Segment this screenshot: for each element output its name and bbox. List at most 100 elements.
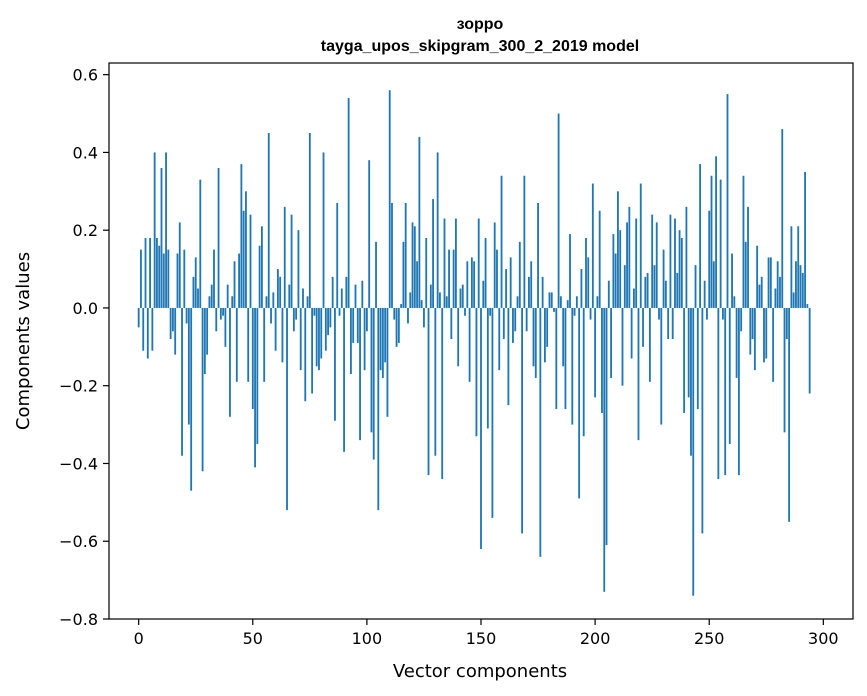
bar-162 [507, 307, 510, 406]
bar-182 [553, 307, 555, 312]
bar-44 [238, 253, 240, 308]
y-tick-label: 0.4 [73, 143, 98, 162]
bar-107 [381, 307, 384, 378]
bar-174 [534, 307, 537, 378]
bar-91 [345, 276, 348, 308]
bar-3 [144, 237, 147, 308]
bar-142 [461, 284, 464, 308]
bar-235 [674, 218, 676, 308]
bar-14 [169, 307, 172, 340]
bar-105 [377, 307, 380, 511]
bar-198 [589, 307, 592, 320]
bar-77 [313, 307, 316, 316]
bar-168 [521, 307, 523, 534]
bar-109 [386, 307, 389, 417]
bar-210 [617, 191, 619, 308]
bar-268 [749, 307, 752, 355]
bar-169 [523, 175, 526, 308]
x-tick-label: 250 [694, 629, 725, 648]
x-axis: 0 50 100 150 200 250 300 [134, 619, 839, 648]
bar-72 [302, 288, 304, 308]
bar-238 [680, 237, 683, 308]
x-axis-label: Vector components [393, 661, 567, 682]
bar-249 [706, 307, 708, 320]
bar-121 [413, 226, 416, 308]
bar-85 [331, 276, 334, 308]
bar-240 [685, 206, 688, 308]
x-tick-label: 100 [352, 629, 383, 648]
bar-209 [614, 253, 617, 308]
bar-289 [797, 226, 800, 308]
bar-291 [801, 272, 804, 308]
bar-64 [283, 206, 286, 308]
bar-173 [532, 307, 535, 367]
bar-153 [486, 307, 489, 429]
bar-0 [137, 307, 140, 328]
bar-125 [423, 307, 425, 328]
bar-111 [391, 202, 393, 308]
bar-96 [356, 307, 359, 343]
bar-151 [482, 280, 485, 308]
bar-194 [580, 269, 583, 308]
bar-97 [359, 307, 361, 441]
bar-133 [441, 307, 444, 480]
bar-30 [206, 307, 209, 355]
bar-131 [436, 152, 439, 308]
bar-150 [480, 307, 482, 550]
bar-22 [187, 307, 190, 425]
bar-87 [336, 202, 339, 308]
bar-247 [701, 307, 704, 534]
bar-177 [541, 276, 544, 308]
bar-230 [662, 249, 665, 308]
x-tick-label: 0 [134, 629, 144, 648]
bar-265 [742, 175, 745, 308]
bar-16 [174, 307, 177, 355]
bar-226 [653, 265, 656, 308]
bar-23 [190, 307, 193, 491]
bar-29 [203, 307, 206, 375]
bar-293 [806, 304, 809, 308]
chart-subtitle: tayga_upos_skipgram_300_2_2019 model [321, 38, 639, 55]
bar-120 [411, 222, 414, 308]
bar-84 [329, 307, 332, 328]
bar-80 [320, 307, 323, 359]
bar-252 [712, 261, 715, 308]
bar-114 [397, 307, 400, 343]
bar-122 [416, 261, 419, 308]
bar-287 [792, 292, 795, 308]
bar-277 [769, 257, 772, 308]
bar-61 [276, 269, 279, 308]
bar-134 [443, 218, 446, 308]
bar-152 [484, 237, 487, 308]
bar-213 [623, 265, 626, 308]
bar-34 [215, 307, 218, 332]
bar-63 [281, 307, 284, 363]
bar-242 [690, 307, 692, 456]
bar-95 [354, 284, 357, 308]
bar-48 [247, 307, 250, 382]
y-tick-label: 0.6 [73, 66, 98, 85]
bar-192 [575, 296, 578, 308]
bar-208 [612, 234, 615, 308]
bar-62 [279, 276, 282, 308]
bar-56 [265, 296, 268, 308]
bar-9 [158, 245, 161, 308]
bar-18 [178, 222, 181, 308]
bar-180 [548, 292, 551, 308]
bar-79 [318, 307, 320, 371]
bar-13 [167, 249, 170, 308]
bar-118 [407, 307, 409, 324]
bar-243 [692, 307, 695, 596]
bar-139 [454, 218, 457, 308]
bar-264 [740, 307, 743, 332]
bar-263 [737, 307, 740, 476]
bar-19 [181, 307, 183, 456]
bar-228 [658, 307, 660, 320]
bar-285 [788, 307, 791, 522]
bar-149 [477, 218, 480, 308]
bar-175 [537, 202, 539, 308]
bar-10 [160, 167, 163, 308]
bar-90 [343, 307, 345, 452]
bar-49 [249, 214, 252, 308]
bar-233 [669, 214, 672, 308]
